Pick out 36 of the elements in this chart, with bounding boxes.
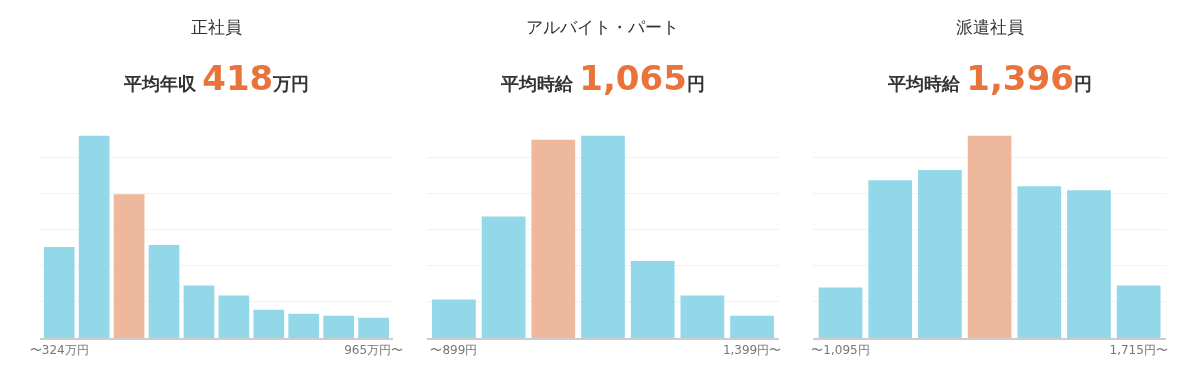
bar (1017, 186, 1062, 338)
bar (113, 194, 145, 338)
bar (531, 139, 576, 338)
bar (1116, 285, 1161, 338)
bar (288, 313, 320, 338)
bar (43, 246, 75, 338)
bar (481, 216, 526, 338)
chart-subtitle: 平均年収 418万円 (123, 58, 310, 98)
chart-subtitle: 平均時給 1,065円 (500, 58, 705, 98)
bar (78, 135, 110, 338)
x-tick-label: 1,399円〜 (722, 343, 782, 358)
bar (680, 295, 725, 338)
bar (323, 315, 355, 338)
chart-subtitle: 平均時給 1,396円 (887, 58, 1092, 98)
bar (868, 180, 913, 338)
bar (148, 244, 180, 338)
bar (218, 295, 250, 338)
bar (967, 135, 1012, 338)
x-tick-label: 965万円〜 (344, 343, 404, 358)
chart-title: 正社員 (191, 17, 242, 37)
bar (358, 317, 389, 338)
bar (253, 309, 285, 338)
bar (818, 287, 863, 338)
chart-title: アルバイト・パート (526, 17, 679, 37)
bar (918, 170, 962, 338)
x-tick-label: 〜324万円 (29, 343, 89, 358)
bar (1067, 190, 1111, 338)
bar (183, 285, 215, 338)
x-tick-label: 1,715円〜 (1109, 343, 1168, 358)
chart-title: 派遣社員 (956, 17, 1024, 37)
bar (630, 261, 675, 338)
x-tick-label: 〜899円 (430, 343, 478, 358)
bar (432, 299, 476, 338)
bar (730, 315, 774, 338)
x-tick-label: 〜1,095円 (811, 343, 870, 358)
bar (581, 135, 625, 338)
